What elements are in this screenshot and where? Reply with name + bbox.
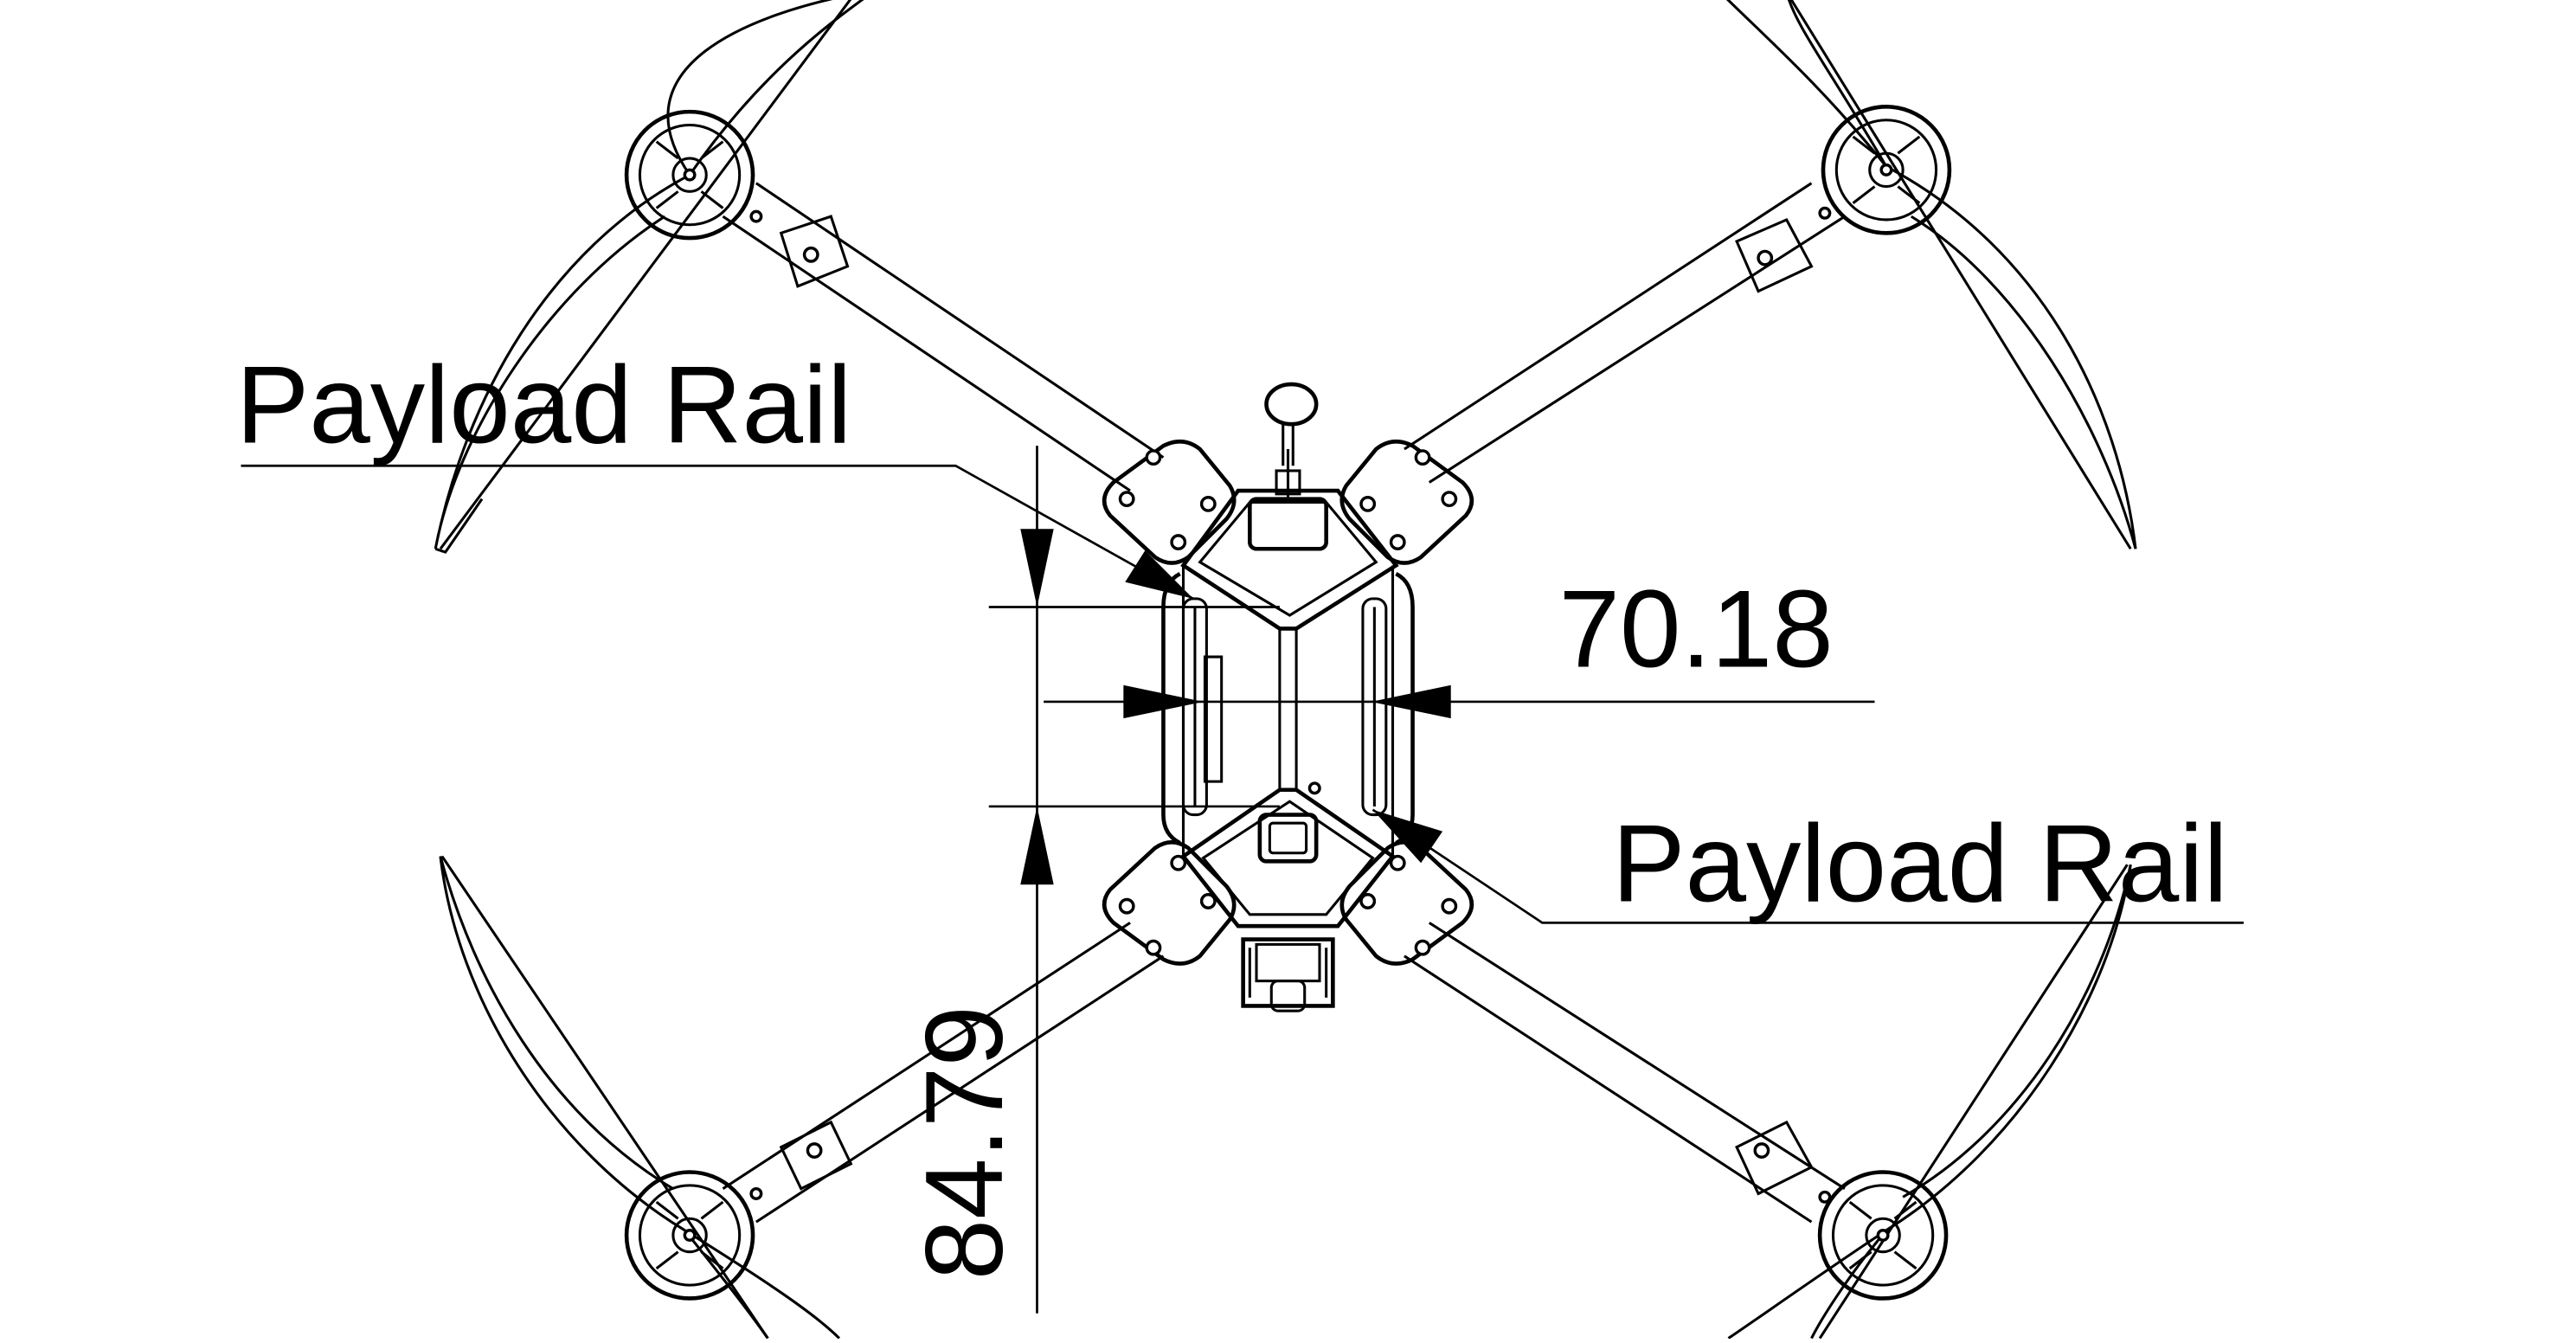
arm-top-left [722,182,1165,492]
label-payload-rail-left: Payload Rail [236,343,852,466]
payload-rail-right [1361,597,1388,817]
propeller-bottom-left [439,855,841,1340]
leader-payload-rail-left [241,464,1194,601]
arm-bottom-right [1404,922,1846,1224]
camera-gimbal [1241,937,1335,1012]
propeller-top-left [434,0,864,554]
gps-sensor [1257,781,1321,864]
propeller-top-right [1725,0,2137,550]
dimension-width [1044,684,1875,719]
leader-payload-rail-right [1372,808,2244,924]
label-payload-rail-right: Payload Rail [1612,801,2228,924]
dimension-width-value: 70.18 [1559,568,1834,691]
arm-mount-plate-bottom-right [1339,839,1474,966]
motor-top-right [1818,105,1952,235]
arm-mount-plate-top-right [1339,440,1474,565]
antenna [1248,382,1328,551]
arm-mount-plate-top-left [1102,440,1237,565]
dimension-height-value: 84.79 [903,1006,1025,1280]
arm-bottom-left [722,922,1165,1224]
propeller-bottom-right [1727,864,2132,1340]
motor-top-left [624,109,763,241]
arm-mount-plate-bottom-left [1102,839,1237,966]
motor-bottom-left [624,1170,763,1301]
motor-bottom-right [1817,1170,1949,1301]
dimension-height [988,446,1280,1314]
payload-rail-left [1181,597,1208,817]
arm-top-right [1404,182,1846,484]
